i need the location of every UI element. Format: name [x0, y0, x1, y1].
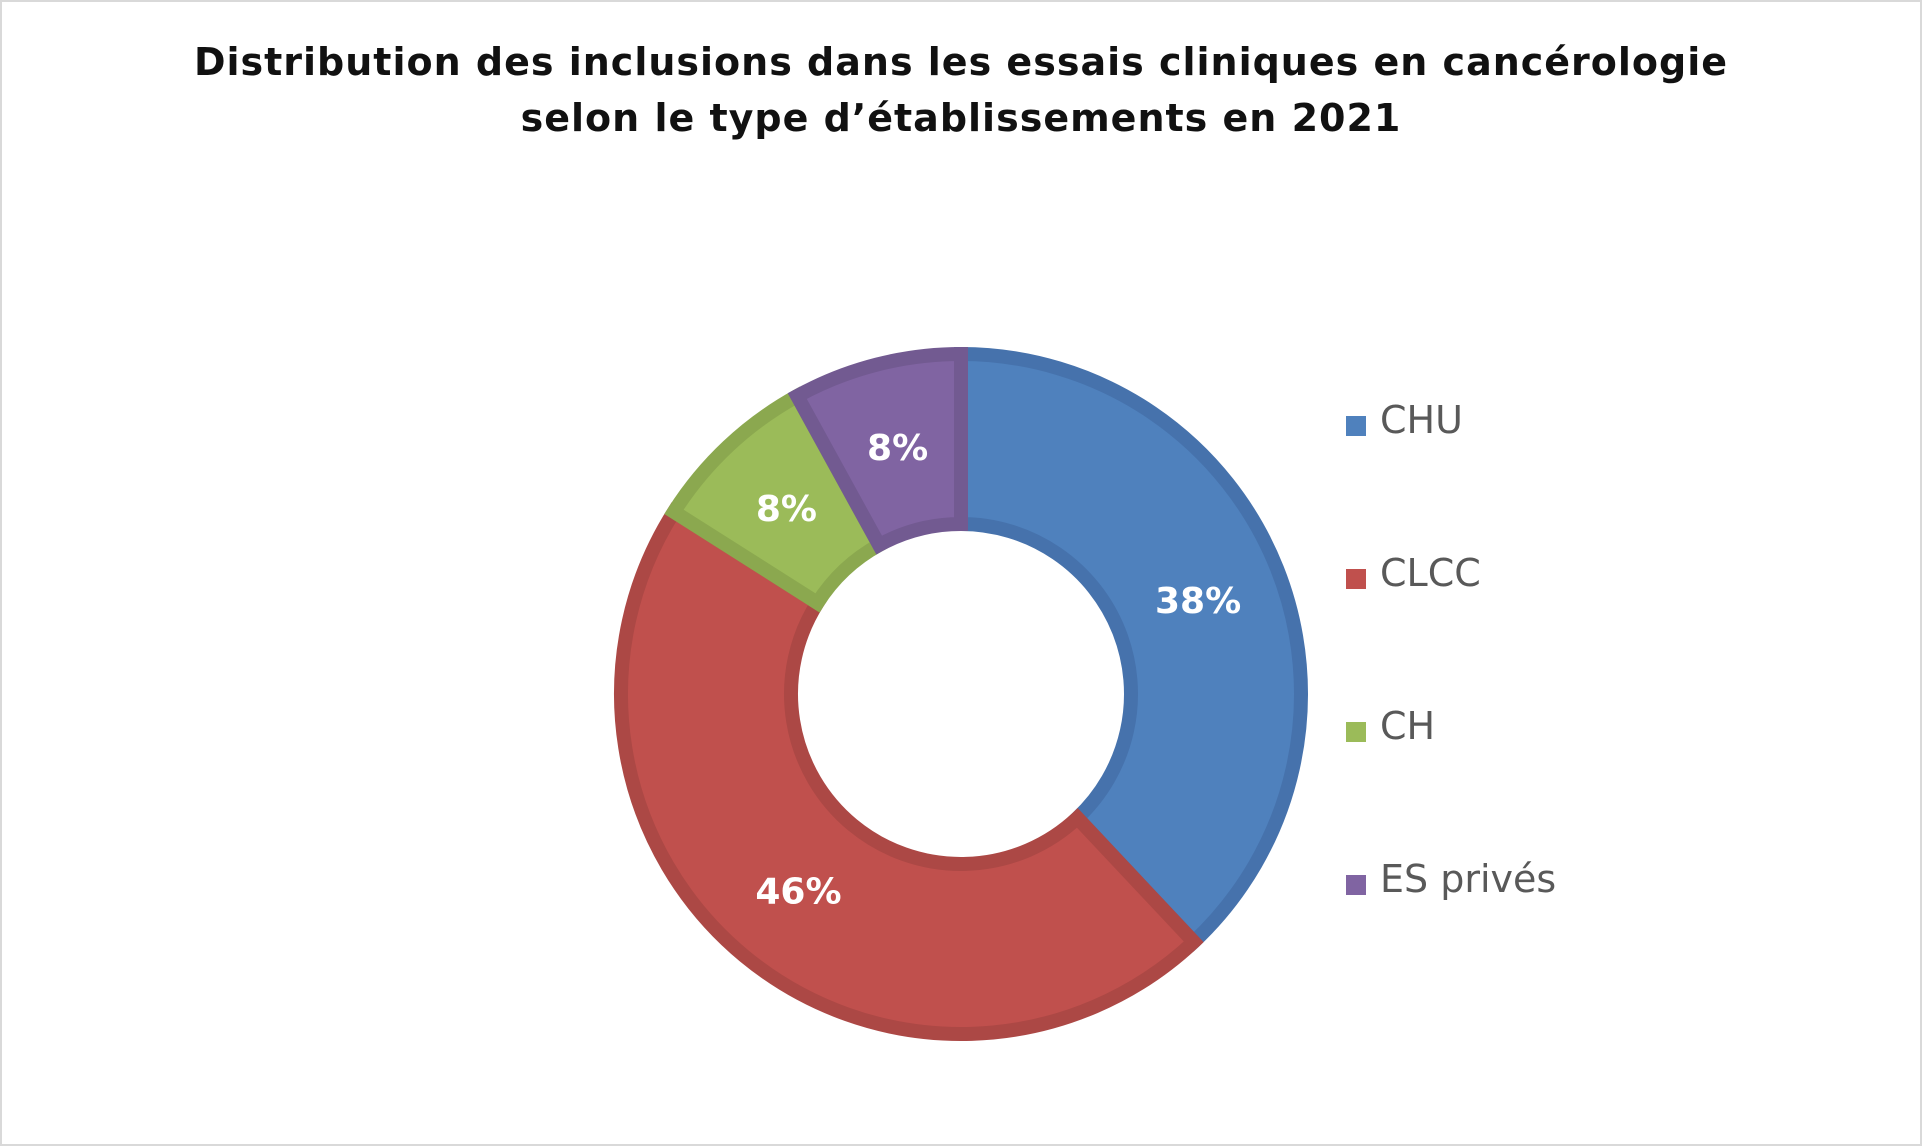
legend-label-clcc: CLCC	[1380, 551, 1481, 595]
chart-title-line-1: Distribution des inclusions dans les ess…	[193, 40, 1729, 84]
data-label-chu: 38%	[1155, 581, 1241, 622]
slice-es-prives	[787, 346, 968, 555]
legend-label-chu: CHU	[1380, 398, 1463, 442]
legend-label-es-prives: ES privés	[1380, 857, 1557, 901]
chart-title-line-2: selon le type d’établissements en 2021	[520, 96, 1402, 140]
data-label-ch: 8%	[756, 489, 817, 530]
legend-swatch-ch	[1346, 722, 1366, 742]
legend-label-ch: CH	[1380, 704, 1436, 748]
chart-title: Distribution des inclusions dans les ess…	[0, 34, 1922, 146]
legend-swatch-chu	[1346, 416, 1366, 436]
slice-clcc	[614, 502, 1204, 1041]
data-label-es-prives: 8%	[867, 428, 928, 469]
legend-swatch-clcc	[1346, 569, 1366, 589]
legend-swatch-es-prives	[1346, 875, 1366, 895]
data-label-clcc: 46%	[755, 871, 841, 912]
slice-chu	[954, 346, 1308, 952]
